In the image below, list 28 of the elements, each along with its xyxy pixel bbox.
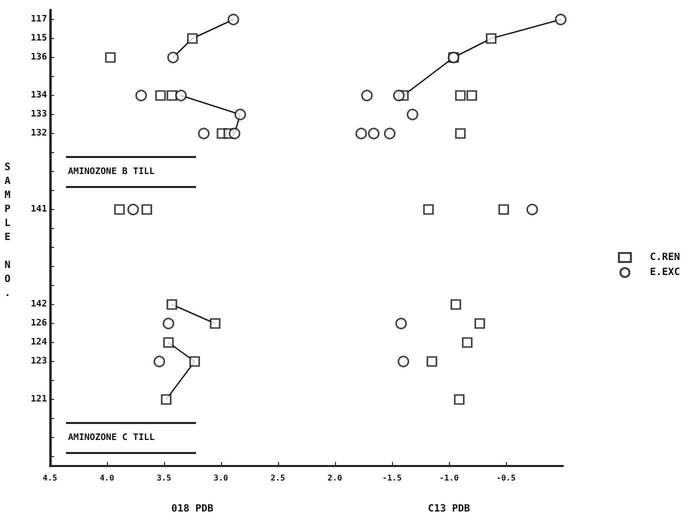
x-tick-label: 4.0 <box>100 474 114 482</box>
x-tick-label: -1.5 <box>382 474 402 482</box>
y-tick-label: 124 <box>30 338 48 348</box>
annotation: AMINOZONE B TILL <box>66 156 196 188</box>
y-tick-label: 136 <box>30 52 47 62</box>
annotation: AMINOZONE C TILL <box>66 422 196 454</box>
y-tick-label: 134 <box>30 90 48 100</box>
y-tick-label: 123 <box>30 356 47 366</box>
x-tick-label: -0.5 <box>496 474 516 482</box>
y-tick-label: 132 <box>30 128 47 138</box>
legend-label: C.REN <box>650 252 680 263</box>
x-tick-label: 3.5 <box>156 474 172 482</box>
y-tick-label: 126 <box>30 318 47 328</box>
y-tick-label: 142 <box>30 300 47 310</box>
x-tick-label: 2.5 <box>270 474 286 482</box>
y-tick-label: 117 <box>30 14 47 24</box>
x-tick-label: 2.0 <box>328 474 342 482</box>
x-tick-label: 3.0 <box>214 474 228 482</box>
y-tick-label: 115 <box>30 34 47 44</box>
x-axis-title: 018 PDB <box>171 504 214 514</box>
y-tick-label: 133 <box>30 110 47 120</box>
x-tick-label: -1.0 <box>439 474 459 482</box>
y-tick-label: 121 <box>30 394 47 404</box>
y-tick-label: 141 <box>30 204 47 214</box>
x-tick-label: 4.5 <box>42 474 58 482</box>
legend-label: E.EXC <box>650 267 680 278</box>
x-axis-title: C13 PDB <box>428 504 470 514</box>
y-axis-title: SAMPLE NO. <box>2 162 13 302</box>
